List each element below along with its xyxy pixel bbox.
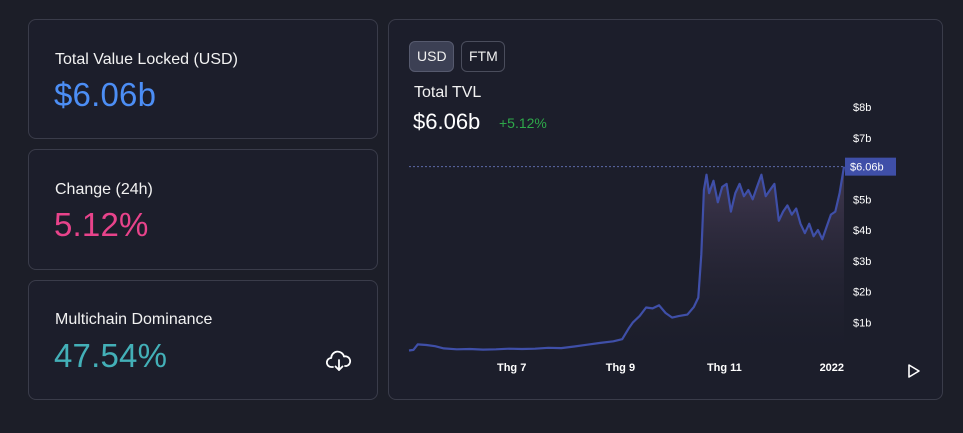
chart-current-value: $6.06b [413,109,481,134]
tvl-card: Total Value Locked (USD) $6.06b [28,19,378,139]
tvl-chart-card: USD FTM Total TVL $6.06b +5.12% $1b $2b $3… [388,19,943,400]
y-tick-label: $4b [853,225,871,237]
x-tick-label: Thg 7 [497,362,526,374]
tvl-series-line [408,166,846,352]
dominance-card: Multichain Dominance 47.54% [28,280,378,400]
change-card: Change (24h) 5.12% [28,149,378,270]
tvl-label: Total Value Locked (USD) [55,51,238,68]
toggle-usd-button[interactable]: USD [409,41,454,72]
x-tick-label: Thg 9 [606,362,635,374]
change-value: 5.12% [54,206,149,243]
current-value-badge-label: $6.06b [850,162,884,174]
toggle-ftm-button[interactable]: FTM [461,41,505,72]
change-label: Change (24h) [55,181,153,198]
tvl-value: $6.06b [54,76,157,113]
y-tick-label: $8b [853,102,871,114]
y-tick-label: $3b [853,256,871,268]
dominance-label: Multichain Dominance [55,311,213,328]
chart-title: Total TVL [414,84,482,101]
chart-change-percent: +5.12% [499,115,547,131]
y-tick-label: $2b [853,287,871,299]
x-tick-label: 2022 [820,362,844,374]
x-tick-label: Thg 11 [707,362,742,374]
current-value-badge [845,157,896,176]
cloud-download-icon[interactable] [326,350,352,372]
y-tick-label: $5b [853,194,871,206]
tvl-area-fill [409,166,844,353]
play-icon[interactable] [907,363,921,379]
dominance-value: 47.54% [54,337,168,374]
y-tick-label: $7b [853,133,871,145]
y-tick-label: $1b [853,317,871,329]
